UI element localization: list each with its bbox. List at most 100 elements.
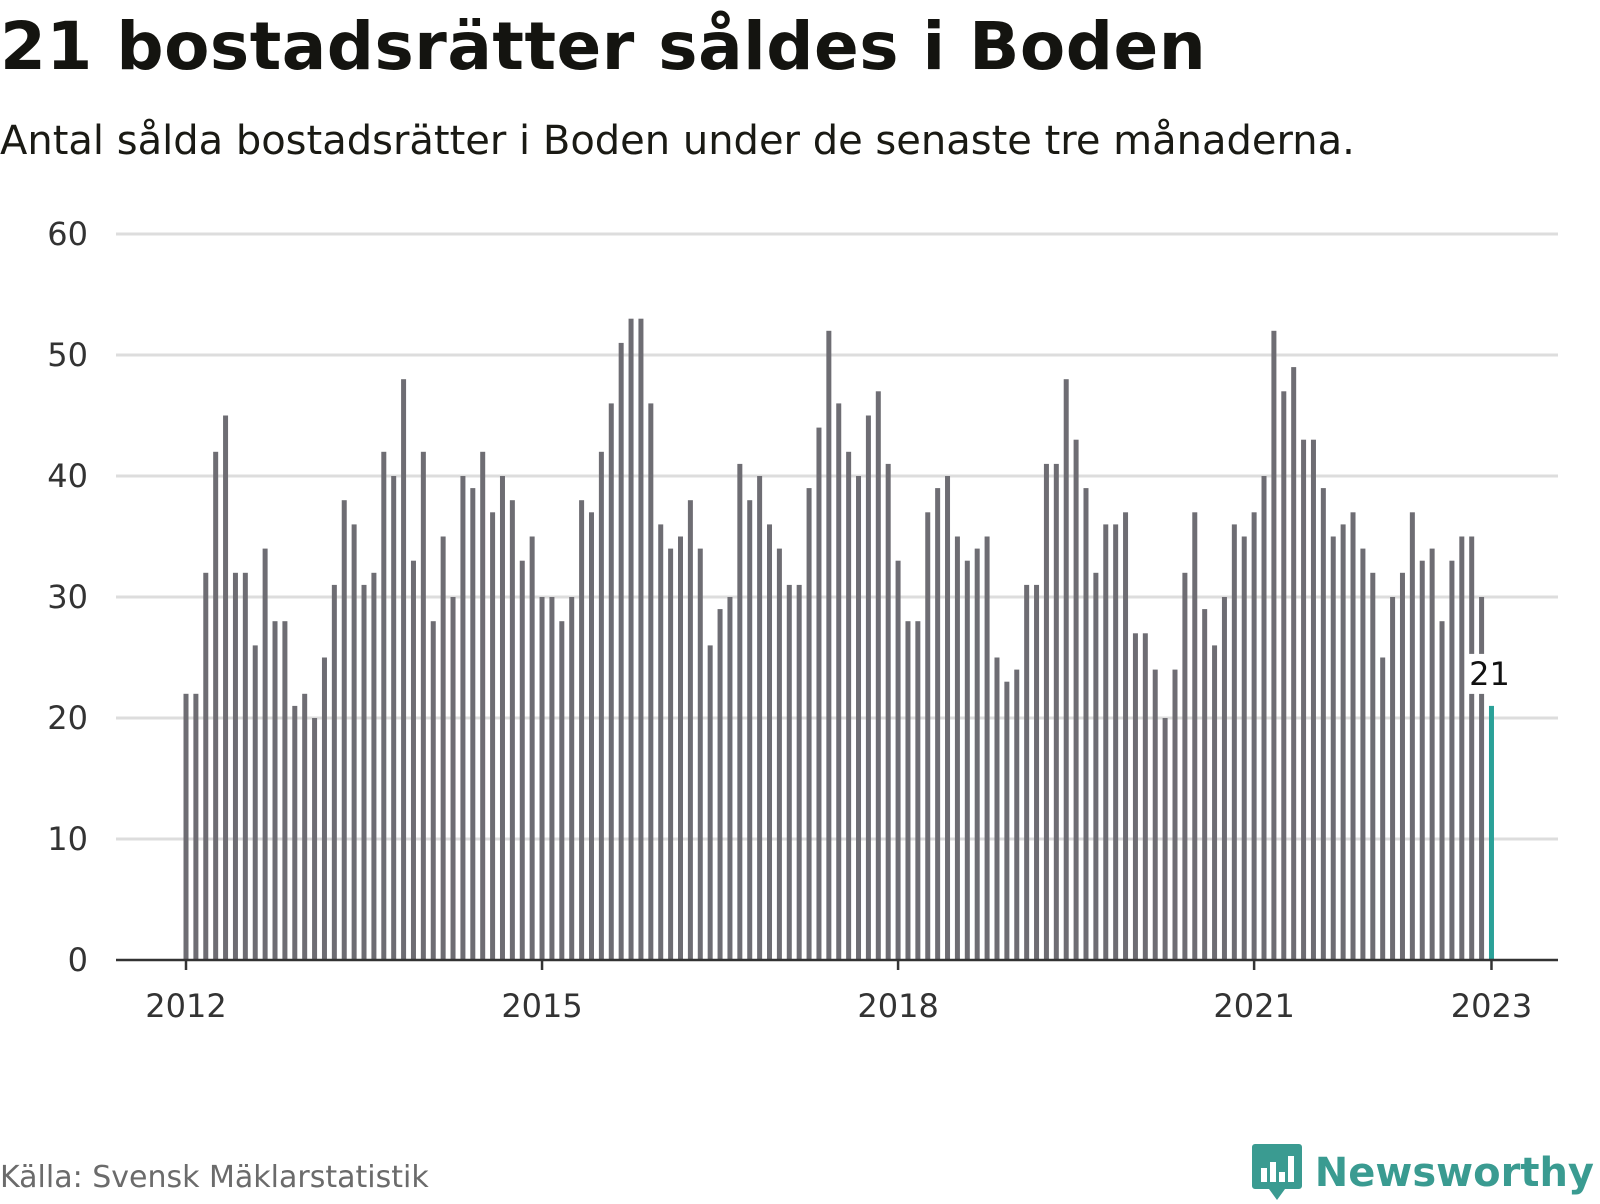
bars	[183, 318, 1494, 961]
y-tick-label: 0	[68, 941, 88, 979]
bar	[826, 330, 832, 960]
bar	[776, 548, 782, 960]
bar	[915, 621, 921, 960]
bar	[935, 488, 941, 960]
bar	[410, 560, 416, 960]
bar	[1123, 512, 1129, 960]
bar	[440, 536, 446, 960]
bar	[1024, 584, 1030, 960]
bar	[905, 621, 911, 960]
bar	[1231, 524, 1237, 960]
annotation-background	[1465, 653, 1518, 694]
bar	[1103, 524, 1109, 960]
bar	[1152, 669, 1158, 960]
bar	[668, 548, 674, 960]
bar	[925, 512, 931, 960]
bar	[1241, 536, 1247, 960]
x-tick-label: 2021	[1213, 987, 1294, 1025]
bar	[1409, 512, 1415, 960]
bar	[648, 403, 654, 960]
bar	[203, 572, 209, 960]
bar	[1459, 536, 1465, 960]
bar	[1053, 463, 1059, 960]
bar	[984, 536, 990, 960]
bar	[767, 524, 773, 960]
bar	[1142, 633, 1148, 960]
bar	[1073, 439, 1079, 960]
bar	[579, 500, 585, 960]
bar	[490, 512, 496, 960]
bar	[974, 548, 980, 960]
brand-logo: Newsworthy	[1251, 1142, 1594, 1204]
bar	[223, 415, 229, 960]
bar	[697, 548, 703, 960]
bar	[549, 597, 555, 960]
bar	[1132, 633, 1138, 960]
bar	[559, 621, 565, 960]
bar	[420, 451, 426, 960]
bar	[598, 451, 604, 960]
bar	[1419, 560, 1425, 960]
bar	[1291, 367, 1297, 961]
bar	[994, 657, 1000, 960]
y-tick-label: 50	[47, 336, 88, 374]
bar	[381, 451, 387, 960]
bar	[1034, 584, 1040, 960]
bar	[658, 524, 664, 960]
bar	[796, 584, 802, 960]
bar	[569, 597, 575, 960]
bar	[678, 536, 683, 960]
bar	[737, 463, 743, 960]
bar	[193, 693, 199, 960]
bar	[1429, 548, 1435, 960]
bar	[302, 693, 308, 960]
bar-chart: 0 10 20 30 40 50 60 2012 2015 2018 2021 2023 21	[47, 215, 1558, 1025]
bar	[1063, 379, 1069, 960]
bar	[341, 500, 347, 960]
bar	[1380, 657, 1386, 960]
bar	[1330, 536, 1336, 960]
bar	[806, 488, 812, 960]
bar-highlight	[1488, 705, 1494, 960]
bar	[1469, 536, 1475, 960]
bar	[1439, 621, 1445, 960]
bar	[450, 597, 456, 960]
bar	[964, 560, 970, 960]
y-tick-label: 60	[47, 215, 88, 253]
x-tick-label: 2012	[145, 987, 226, 1025]
bar	[1182, 572, 1188, 960]
bar	[470, 488, 476, 960]
bar	[292, 705, 298, 960]
bar	[460, 476, 466, 960]
bar	[183, 693, 189, 960]
bar	[232, 572, 238, 960]
x-tick-label: 2015	[501, 987, 582, 1025]
bar	[608, 403, 614, 960]
bar	[1014, 669, 1020, 960]
bar	[509, 500, 515, 960]
bar	[1172, 669, 1178, 960]
bar	[252, 645, 258, 960]
bar	[687, 500, 693, 960]
y-tick-label: 30	[47, 578, 88, 616]
bar	[588, 512, 594, 960]
bar	[1202, 609, 1208, 960]
bar	[875, 391, 881, 960]
bar	[499, 476, 505, 960]
bar	[262, 548, 268, 960]
bar	[1251, 512, 1257, 960]
bar	[717, 609, 723, 960]
bar	[430, 621, 436, 960]
highlight-value-label: 21	[1469, 655, 1510, 693]
bar	[1212, 645, 1218, 960]
bar	[856, 476, 862, 960]
bar	[519, 560, 525, 960]
bar	[1370, 572, 1376, 960]
bar	[1449, 560, 1455, 960]
bar	[954, 536, 960, 960]
bar	[707, 645, 713, 960]
bar	[1271, 330, 1277, 960]
bar	[1083, 488, 1089, 960]
bar	[945, 476, 951, 960]
x-tick-label: 2018	[857, 987, 938, 1025]
